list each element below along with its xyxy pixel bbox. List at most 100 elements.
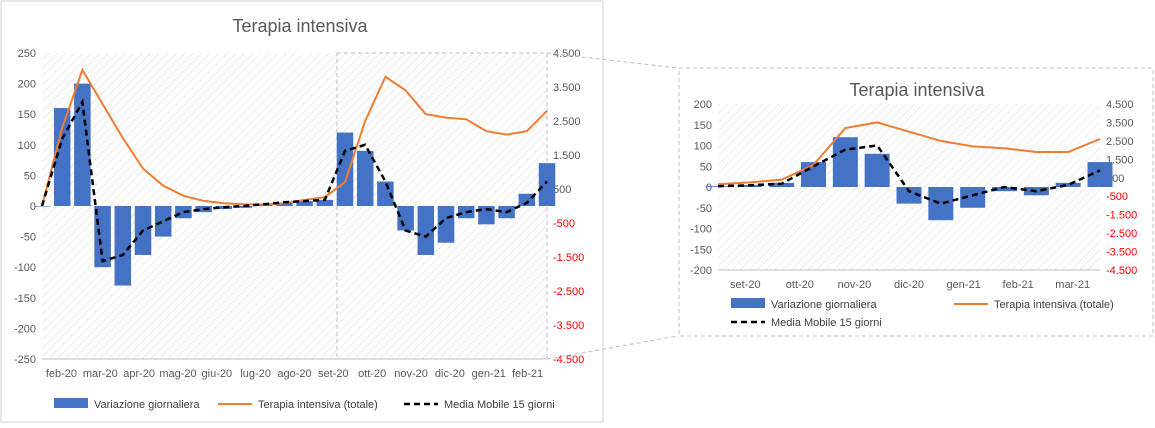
y-left-tick-label: 0 bbox=[706, 182, 712, 194]
y-right-tick-label: 1.500 bbox=[1106, 154, 1134, 166]
x-tick-label: mag-20 bbox=[159, 368, 196, 380]
bar-variazione bbox=[960, 187, 986, 208]
x-tick-label: lug-20 bbox=[240, 368, 271, 380]
line-media-mobile bbox=[40, 98, 548, 263]
y-left-tick-label: -200 bbox=[690, 265, 712, 277]
y-right-tick-label: -2.500 bbox=[1106, 228, 1137, 240]
zoom-y-axis-left: 200 150 100 50 0 -50 -100 -150 -200 bbox=[690, 99, 712, 277]
y-right-tick-label: -4.500 bbox=[1106, 265, 1137, 277]
bar-variazione bbox=[154, 206, 172, 237]
legend-swatch-bar bbox=[54, 398, 88, 408]
y-left-tick-label: 0 bbox=[30, 201, 36, 213]
x-tick-label: feb-21 bbox=[1003, 279, 1034, 291]
legend-label: Media Mobile 15 giorni bbox=[444, 399, 555, 411]
y-right-tick-label: -2.500 bbox=[553, 286, 584, 298]
main-chart-title: Terapia intensiva bbox=[232, 16, 368, 36]
y-right-tick-label: 3.500 bbox=[553, 82, 581, 94]
y-left-tick-label: -200 bbox=[14, 323, 36, 335]
bar-variazione bbox=[992, 187, 1017, 192]
zoom-y-axis-right: 4.5003.5002.5001.500500-500-1.500-2.500-… bbox=[1106, 99, 1137, 277]
legend-label: Variazione giornaliera bbox=[94, 399, 200, 411]
y-right-tick-label: -500 bbox=[1106, 191, 1128, 203]
x-tick-label: ago-20 bbox=[277, 368, 311, 380]
x-tick-label: gen-21 bbox=[946, 279, 980, 291]
y-right-tick-label: -500 bbox=[553, 218, 575, 230]
y-right-tick-label: 3.500 bbox=[1106, 117, 1134, 129]
bar-variazione bbox=[832, 137, 858, 187]
x-tick-label: apr-20 bbox=[123, 368, 155, 380]
bar-variazione bbox=[316, 199, 334, 206]
bar-variazione bbox=[928, 187, 954, 221]
bar-variazione bbox=[74, 83, 91, 206]
bar-variazione bbox=[538, 163, 556, 206]
y-left-tick-label: 100 bbox=[18, 140, 36, 152]
bar-variazione bbox=[1055, 182, 1081, 187]
bar-variazione bbox=[336, 132, 354, 206]
zoom-connector-top bbox=[546, 52, 679, 69]
x-tick-label: feb-20 bbox=[46, 368, 77, 380]
y-right-tick-label: 500 bbox=[553, 184, 571, 196]
main-y-axis-right: 4.500 3.500 2.500 1.500 500 -500 -1.500 -2.500 -… bbox=[553, 48, 584, 366]
main-legend: Variazione giornaliera Terapia intensiva … bbox=[54, 398, 555, 411]
legend-label: Terapia intensiva (totale) bbox=[258, 399, 378, 411]
main-series-group bbox=[33, 67, 556, 286]
bar-variazione bbox=[896, 187, 922, 204]
y-right-tick-label: -1.500 bbox=[1106, 210, 1137, 222]
bar-variazione bbox=[33, 206, 51, 207]
y-right-tick-label: 2.500 bbox=[553, 116, 581, 128]
y-left-tick-label: 200 bbox=[18, 79, 36, 91]
x-tick-label: mar-20 bbox=[83, 368, 118, 380]
x-tick-label: ott-20 bbox=[786, 279, 814, 291]
y-right-tick-label: -3.500 bbox=[1106, 247, 1137, 259]
x-tick-label: dic-20 bbox=[894, 279, 924, 291]
bar-variazione bbox=[53, 108, 71, 206]
main-y-axis-left: 250 200 150 100 50 0 -50 -100 -150 -200 -250 bbox=[14, 48, 36, 366]
y-left-tick-label: -50 bbox=[20, 232, 36, 244]
bar-variazione bbox=[356, 150, 374, 206]
x-tick-label: ott-20 bbox=[358, 368, 386, 380]
y-left-tick-label: 150 bbox=[18, 109, 36, 121]
x-tick-label: dic-20 bbox=[435, 368, 465, 380]
bar-variazione bbox=[94, 206, 111, 268]
legend-label: Variazione giornaliera bbox=[771, 299, 877, 311]
y-left-tick-label: -50 bbox=[696, 203, 712, 215]
x-tick-label: feb-21 bbox=[512, 368, 543, 380]
zoom-legend: Variazione giornaliera Terapia intensiva … bbox=[731, 298, 1114, 329]
line-terapia-totale bbox=[717, 121, 1101, 186]
y-left-tick-label: 50 bbox=[24, 170, 36, 182]
x-tick-label: mar-21 bbox=[1055, 279, 1090, 291]
main-x-axis: feb-20 mar-20 apr-20 mag-20 giu-20 lug-20 ago-… bbox=[42, 358, 547, 380]
x-tick-label: nov-20 bbox=[838, 279, 872, 291]
legend-label: Terapia intensiva (totale) bbox=[994, 299, 1114, 311]
bar-variazione bbox=[437, 206, 455, 243]
y-left-tick-label: -100 bbox=[14, 262, 36, 274]
bar-variazione bbox=[276, 202, 293, 206]
y-right-tick-label: -1.500 bbox=[553, 252, 584, 264]
bar-variazione bbox=[705, 186, 731, 187]
legend-label: Media Mobile 15 giorni bbox=[771, 317, 882, 329]
bar-variazione bbox=[377, 181, 394, 206]
x-tick-label: set-20 bbox=[318, 368, 349, 380]
bar-variazione bbox=[397, 206, 414, 231]
y-left-tick-label: 200 bbox=[694, 99, 712, 111]
x-tick-label: giu-20 bbox=[202, 368, 233, 380]
y-right-tick-label: 1.500 bbox=[553, 150, 581, 162]
x-tick-label: nov-20 bbox=[394, 368, 428, 380]
y-left-tick-label: 50 bbox=[700, 161, 712, 173]
zoom-chart-title: Terapia intensiva bbox=[849, 80, 985, 100]
bar-variazione bbox=[114, 206, 132, 286]
legend-swatch-bar bbox=[731, 298, 765, 308]
y-left-tick-label: 150 bbox=[694, 120, 712, 132]
zoom-connector-bottom bbox=[546, 335, 679, 360]
y-right-tick-label: -4.500 bbox=[553, 354, 584, 366]
y-left-tick-label: -100 bbox=[690, 224, 712, 236]
y-left-tick-label: -150 bbox=[14, 293, 36, 305]
x-tick-label: gen-21 bbox=[472, 368, 506, 380]
y-left-tick-label: 100 bbox=[694, 141, 712, 153]
y-left-tick-label: -250 bbox=[14, 354, 36, 366]
line-media-mobile bbox=[717, 144, 1101, 205]
y-right-tick-label: 4.500 bbox=[553, 48, 581, 60]
y-right-tick-label: 4.500 bbox=[1106, 99, 1134, 111]
bar-variazione bbox=[296, 201, 313, 206]
y-right-tick-label: -3.500 bbox=[553, 320, 584, 332]
